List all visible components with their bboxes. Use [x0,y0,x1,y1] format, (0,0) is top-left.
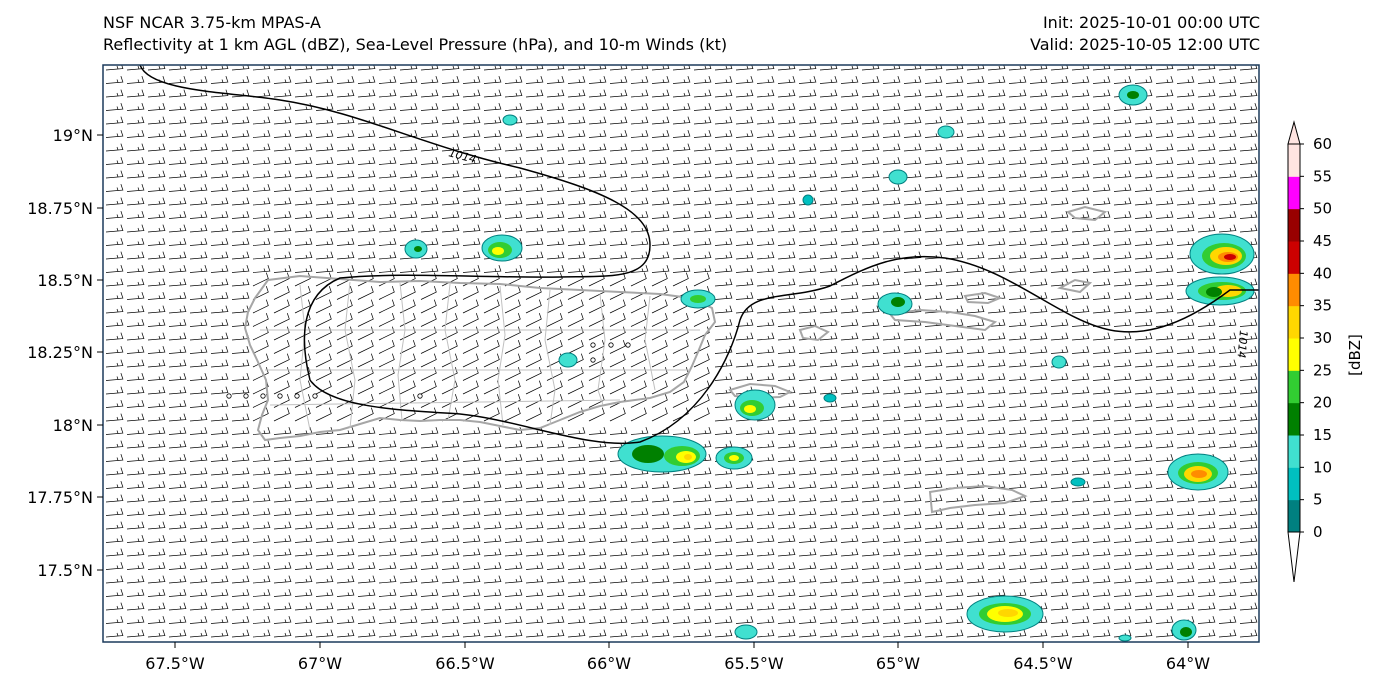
colorbar-swatch [1288,144,1300,177]
storm-cell [937,125,955,139]
wind-barb-field [105,65,1258,638]
colorbar-tick-label: 55 [1313,167,1332,185]
colorbar-swatch [1288,176,1300,210]
lat-tick-label: 18.5°N [37,271,93,290]
storm-cell [823,393,837,403]
calm-wind-marker [590,342,596,348]
colorbar-swatch [1288,402,1300,436]
colorbar-tick-label: 0 [1313,523,1323,541]
colorbar-swatch [1288,467,1300,501]
lon-tick-label: 64.5°W [1013,654,1073,673]
storm-cell [1185,276,1255,306]
municipal-borders [260,281,700,431]
calm-wind-marker [590,357,596,363]
lon-tick-label: 66.5°W [435,654,495,673]
storm-cell [1051,355,1067,369]
lat-tick-label: 17.5°N [37,561,93,580]
storm-cell [734,624,758,640]
colorbar-tick-label: 5 [1313,491,1323,509]
calm-wind-marker [226,393,232,399]
virgin-gorda-island [1057,278,1093,294]
colorbar-tick-label: 60 [1313,135,1332,153]
colorbar-tick-label: 10 [1313,458,1332,476]
lat-tick-label: 19°N [53,126,93,145]
colorbar-tick-label: 40 [1313,264,1332,282]
lon-tick-label: 65.5°W [724,654,784,673]
lon-tick-label: 67.5°W [145,654,205,673]
colorbar: 0 5 10 15 20 25 30 35 40 45 50 55 60 [dBZ] [1287,120,1364,583]
storm-cell [1118,84,1148,106]
storm-cell [617,435,707,473]
lat-tick-label: 18.25°N [27,343,93,362]
colorbar-swatch [1288,370,1300,404]
st-thomas-stjohn-islands [888,308,998,332]
wind-barbs [105,65,1258,638]
storm-cell [966,595,1044,633]
anegada-island [1065,205,1108,222]
map-frame [102,64,1260,643]
colorbar-tick-label: 50 [1313,200,1332,218]
storm-cell [481,234,523,262]
calm-wind-marker [608,342,614,348]
tick-marks [97,134,1189,648]
lon-tick-label: 64°W [1166,654,1210,673]
lon-tick-label: 67°W [298,654,342,673]
calm-wind-marker [260,393,266,399]
calm-wind-marker [277,393,283,399]
colorbar-swatch [1288,273,1300,307]
storm-cell [877,292,913,316]
colorbar-swatch [1288,241,1300,274]
colorbar-tick-label: 20 [1313,394,1332,412]
valid-time: Valid: 2025-10-05 12:00 UTC [1029,35,1260,54]
colorbar-min-extension [1287,531,1301,583]
calm-wind-marker [417,393,423,399]
storm-cell [558,352,578,368]
fields-title: Reflectivity at 1 km AGL (dBZ), Sea-Leve… [103,35,728,54]
colorbar-swatch [1288,435,1300,468]
isobar-label-right: 1014 [1235,330,1250,359]
storm-cell [404,239,428,259]
tortola-island [963,291,1003,305]
lat-tick-label: 18°N [53,416,93,435]
colorbar-tick-label: 30 [1313,329,1332,347]
storm-cell [1171,619,1197,641]
storm-cell [1070,477,1086,487]
colorbar-tick-label: 35 [1313,297,1332,315]
reflectivity-cells [404,84,1255,642]
model-title: NSF NCAR 3.75-km MPAS-A [103,13,321,32]
puerto-rico-coastline [243,274,717,442]
colorbar-tick-label: 45 [1313,232,1332,250]
colorbar-tick-label: 25 [1313,361,1332,379]
colorbar-swatch [1288,338,1300,371]
storm-cell [502,114,518,126]
storm-cell [1189,233,1255,275]
culebra-island [798,324,830,342]
storm-cell [680,289,716,309]
calm-wind-marker [294,393,300,399]
storm-cell [1167,453,1229,491]
lat-tick-label: 18.75°N [27,199,93,218]
calm-wind-marker [243,393,249,399]
colorbar-max-extension [1287,120,1301,145]
storm-cell [715,446,753,470]
storm-cell [802,194,814,206]
init-time: Init: 2025-10-01 00:00 UTC [1042,13,1260,32]
lat-tick-label: 17.75°N [27,488,93,507]
calm-wind-marker [312,393,318,399]
st-croix-island [928,484,1028,514]
storm-cell [734,389,776,421]
storm-cell [888,169,908,185]
lon-tick-label: 65°W [876,654,920,673]
isobar-1014-west [139,65,1259,445]
lon-tick-label: 66°W [587,654,631,673]
storm-cell [1118,634,1132,642]
calm-wind-marker [625,342,631,348]
colorbar-tick-label: 15 [1313,426,1332,444]
colorbar-swatch [1288,208,1300,242]
colorbar-swatch [1288,499,1300,533]
colorbar-swatch [1288,305,1300,339]
colorbar-unit-label: [dBZ] [1346,334,1364,376]
